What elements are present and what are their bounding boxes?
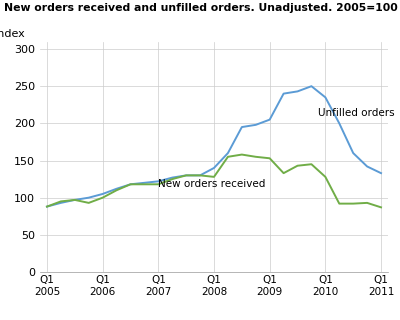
Text: New orders received and unfilled orders. Unadjusted. 2005=100: New orders received and unfilled orders.… — [4, 3, 398, 13]
Text: Index: Index — [0, 29, 26, 39]
Text: Unfilled orders: Unfilled orders — [318, 108, 395, 118]
Text: New orders received: New orders received — [158, 179, 266, 189]
